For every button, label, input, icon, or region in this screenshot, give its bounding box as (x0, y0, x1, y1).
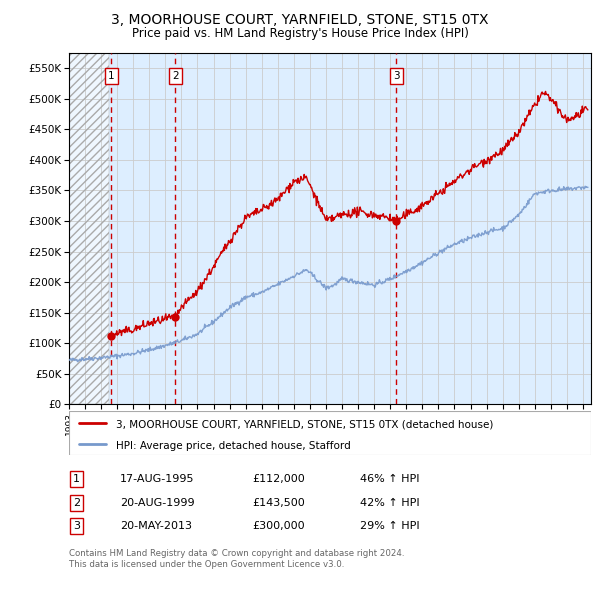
Text: 20-AUG-1999: 20-AUG-1999 (120, 498, 194, 507)
Text: 1: 1 (108, 71, 115, 81)
Text: This data is licensed under the Open Government Licence v3.0.: This data is licensed under the Open Gov… (69, 560, 344, 569)
Text: 2: 2 (73, 498, 80, 507)
Text: 29% ↑ HPI: 29% ↑ HPI (360, 522, 419, 531)
Bar (69, 53, 109, 404)
Text: Price paid vs. HM Land Registry's House Price Index (HPI): Price paid vs. HM Land Registry's House … (131, 27, 469, 40)
Text: 17-AUG-1995: 17-AUG-1995 (120, 474, 194, 484)
Text: 46% ↑ HPI: 46% ↑ HPI (360, 474, 419, 484)
Text: HPI: Average price, detached house, Stafford: HPI: Average price, detached house, Staf… (116, 441, 351, 451)
Text: £300,000: £300,000 (252, 522, 305, 531)
Text: 3: 3 (73, 522, 80, 531)
Text: 2: 2 (172, 71, 179, 81)
Text: £112,000: £112,000 (252, 474, 305, 484)
Text: 3: 3 (393, 71, 400, 81)
Text: 3, MOORHOUSE COURT, YARNFIELD, STONE, ST15 0TX (detached house): 3, MOORHOUSE COURT, YARNFIELD, STONE, ST… (116, 419, 493, 430)
Text: 1: 1 (73, 474, 80, 484)
Text: 42% ↑ HPI: 42% ↑ HPI (360, 498, 419, 507)
Text: 3, MOORHOUSE COURT, YARNFIELD, STONE, ST15 0TX: 3, MOORHOUSE COURT, YARNFIELD, STONE, ST… (111, 13, 489, 27)
Text: Contains HM Land Registry data © Crown copyright and database right 2024.: Contains HM Land Registry data © Crown c… (69, 549, 404, 558)
Text: £143,500: £143,500 (252, 498, 305, 507)
Bar (69, 53, 109, 404)
Text: 20-MAY-2013: 20-MAY-2013 (120, 522, 192, 531)
